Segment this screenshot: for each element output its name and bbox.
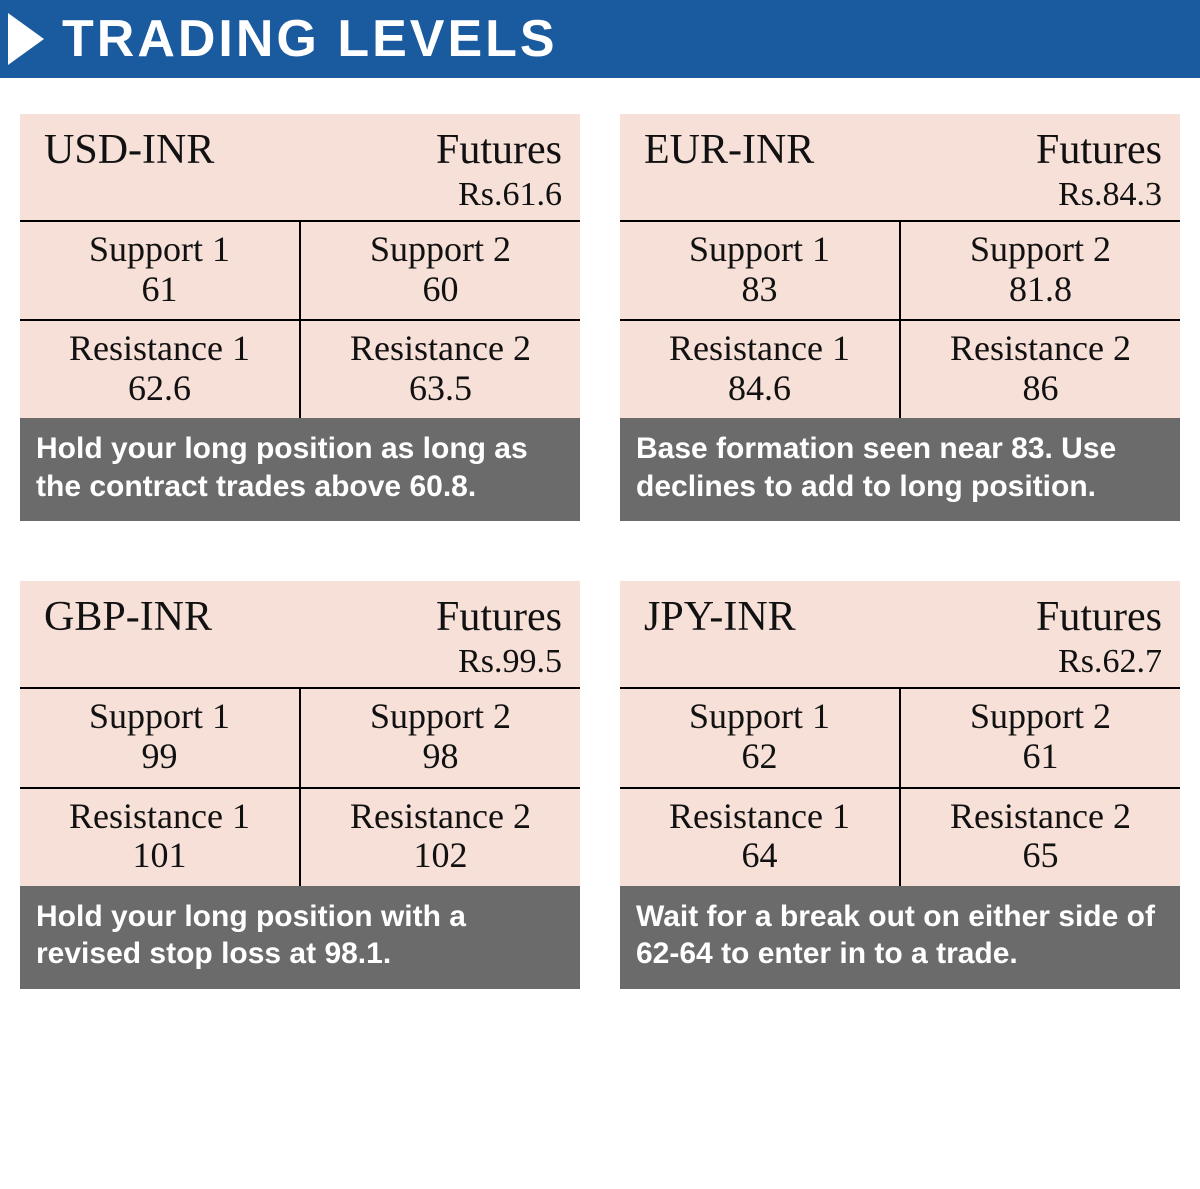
resistance2-cell: Resistance 2 65 [900, 788, 1180, 886]
header-bar: TRADING LEVELS [0, 0, 1200, 78]
support1-value: 61 [26, 270, 293, 310]
support1-cell: Support 1 99 [20, 688, 300, 787]
card-header: JPY-INR Futures Rs.62.7 [620, 581, 1180, 681]
resistance2-value: 63.5 [307, 369, 574, 409]
futures-block: Futures Rs.84.3 [1036, 126, 1162, 214]
resistance1-cell: Resistance 1 64 [620, 788, 900, 886]
support1-label: Support 1 [626, 697, 893, 737]
support1-label: Support 1 [626, 230, 893, 270]
support-row: Support 1 61 Support 2 60 [20, 221, 580, 320]
support1-cell: Support 1 83 [620, 221, 900, 320]
resistance2-cell: Resistance 2 63.5 [300, 320, 580, 418]
resistance-row: Resistance 1 101 Resistance 2 102 [20, 788, 580, 886]
support2-cell: Support 2 81.8 [900, 221, 1180, 320]
levels-table: Support 1 62 Support 2 61 Resistance 1 6… [620, 687, 1180, 885]
levels-table: Support 1 83 Support 2 81.8 Resistance 1… [620, 220, 1180, 418]
futures-price: Rs.62.7 [1036, 641, 1162, 681]
futures-label: Futures [1036, 126, 1162, 174]
resistance2-label: Resistance 2 [307, 797, 574, 837]
resistance2-value: 86 [907, 369, 1174, 409]
futures-block: Futures Rs.61.6 [436, 126, 562, 214]
resistance1-label: Resistance 1 [626, 329, 893, 369]
support2-value: 98 [307, 737, 574, 777]
support-row: Support 1 99 Support 2 98 [20, 688, 580, 787]
resistance-row: Resistance 1 84.6 Resistance 2 86 [620, 320, 1180, 418]
cards-grid: USD-INR Futures Rs.61.6 Support 1 61 Sup… [0, 78, 1200, 1013]
resistance1-label: Resistance 1 [26, 329, 293, 369]
support2-label: Support 2 [907, 230, 1174, 270]
resistance1-value: 62.6 [26, 369, 293, 409]
support-row: Support 1 62 Support 2 61 [620, 688, 1180, 787]
page-title: TRADING LEVELS [62, 9, 558, 69]
pair-name: GBP-INR [44, 593, 212, 681]
resistance2-value: 102 [307, 836, 574, 876]
support1-cell: Support 1 62 [620, 688, 900, 787]
resistance1-value: 84.6 [626, 369, 893, 409]
card-jpy-inr: JPY-INR Futures Rs.62.7 Support 1 62 Sup… [620, 581, 1180, 988]
support2-value: 61 [907, 737, 1174, 777]
support1-label: Support 1 [26, 697, 293, 737]
futures-price: Rs.61.6 [436, 174, 562, 214]
resistance1-value: 101 [26, 836, 293, 876]
futures-label: Futures [436, 126, 562, 174]
levels-table: Support 1 61 Support 2 60 Resistance 1 6… [20, 220, 580, 418]
support1-cell: Support 1 61 [20, 221, 300, 320]
resistance2-value: 65 [907, 836, 1174, 876]
resistance1-cell: Resistance 1 62.6 [20, 320, 300, 418]
support2-label: Support 2 [307, 230, 574, 270]
support2-cell: Support 2 98 [300, 688, 580, 787]
futures-price: Rs.99.5 [436, 641, 562, 681]
card-header: GBP-INR Futures Rs.99.5 [20, 581, 580, 681]
card-note: Wait for a break out on either side of 6… [620, 886, 1180, 989]
support1-value: 99 [26, 737, 293, 777]
resistance-row: Resistance 1 64 Resistance 2 65 [620, 788, 1180, 886]
resistance2-label: Resistance 2 [307, 329, 574, 369]
card-note: Base formation seen near 83. Use decline… [620, 418, 1180, 521]
resistance2-label: Resistance 2 [907, 797, 1174, 837]
support1-label: Support 1 [26, 230, 293, 270]
pair-name: USD-INR [44, 126, 214, 214]
support2-value: 81.8 [907, 270, 1174, 310]
resistance1-cell: Resistance 1 101 [20, 788, 300, 886]
futures-block: Futures Rs.62.7 [1036, 593, 1162, 681]
support1-value: 62 [626, 737, 893, 777]
support2-value: 60 [307, 270, 574, 310]
resistance2-cell: Resistance 2 102 [300, 788, 580, 886]
resistance1-cell: Resistance 1 84.6 [620, 320, 900, 418]
card-note: Hold your long position with a revised s… [20, 886, 580, 989]
futures-block: Futures Rs.99.5 [436, 593, 562, 681]
card-eur-inr: EUR-INR Futures Rs.84.3 Support 1 83 Sup… [620, 114, 1180, 521]
card-header: USD-INR Futures Rs.61.6 [20, 114, 580, 214]
support2-label: Support 2 [307, 697, 574, 737]
resistance1-label: Resistance 1 [26, 797, 293, 837]
futures-price: Rs.84.3 [1036, 174, 1162, 214]
resistance2-cell: Resistance 2 86 [900, 320, 1180, 418]
card-usd-inr: USD-INR Futures Rs.61.6 Support 1 61 Sup… [20, 114, 580, 521]
resistance2-label: Resistance 2 [907, 329, 1174, 369]
resistance1-label: Resistance 1 [626, 797, 893, 837]
support2-label: Support 2 [907, 697, 1174, 737]
support2-cell: Support 2 61 [900, 688, 1180, 787]
futures-label: Futures [1036, 593, 1162, 641]
card-note: Hold your long position as long as the c… [20, 418, 580, 521]
header-arrow-icon [8, 13, 44, 65]
support1-value: 83 [626, 270, 893, 310]
resistance-row: Resistance 1 62.6 Resistance 2 63.5 [20, 320, 580, 418]
resistance1-value: 64 [626, 836, 893, 876]
pair-name: JPY-INR [644, 593, 796, 681]
futures-label: Futures [436, 593, 562, 641]
support-row: Support 1 83 Support 2 81.8 [620, 221, 1180, 320]
levels-table: Support 1 99 Support 2 98 Resistance 1 1… [20, 687, 580, 885]
card-header: EUR-INR Futures Rs.84.3 [620, 114, 1180, 214]
card-gbp-inr: GBP-INR Futures Rs.99.5 Support 1 99 Sup… [20, 581, 580, 988]
pair-name: EUR-INR [644, 126, 814, 214]
support2-cell: Support 2 60 [300, 221, 580, 320]
